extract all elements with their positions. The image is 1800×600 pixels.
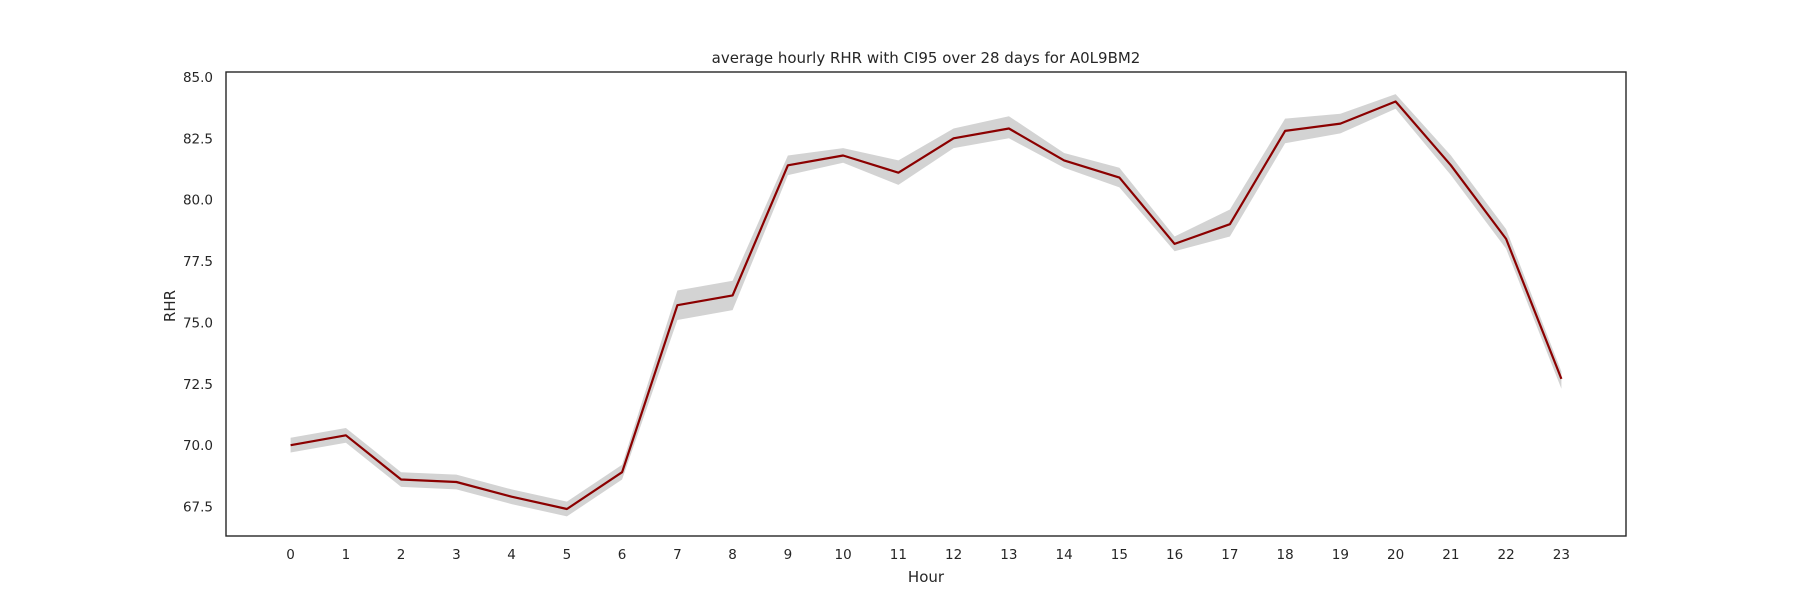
x-tick-label: 23 (1553, 547, 1570, 563)
rhr-mean-line (290, 100, 1563, 511)
x-tick-label: 22 (1498, 547, 1515, 563)
x-tick-label: 11 (890, 547, 907, 563)
x-tick-label: 18 (1277, 547, 1294, 563)
x-tick-label: 13 (1000, 547, 1017, 563)
x-tick-label: 4 (507, 547, 516, 563)
x-tick-labels: 0 1 2 3 4 5 6 7 8 9 10 11 12 13 14 15 16 17 18 19 20 21 22 23 (286, 547, 1570, 563)
ci95-band (290, 94, 1562, 517)
chart-title: average hourly RHR with CI95 over 28 day… (712, 49, 1141, 67)
y-tick-label: 85.0 (183, 70, 213, 86)
x-tick-label: 7 (673, 547, 682, 563)
x-tick-label: 8 (728, 547, 737, 563)
x-tick-label: 19 (1332, 547, 1349, 563)
x-tick-label: 21 (1442, 547, 1459, 563)
x-tick-label: 9 (784, 547, 793, 563)
x-tick-label: 2 (397, 547, 406, 563)
x-tick-label: 12 (945, 547, 962, 563)
x-tick-label: 20 (1387, 547, 1404, 563)
x-tick-label: 10 (835, 547, 852, 563)
y-tick-label: 70.0 (183, 438, 213, 454)
x-tick-label: 14 (1056, 547, 1073, 563)
y-tick-label: 77.5 (183, 254, 213, 270)
x-tick-label: 15 (1111, 547, 1128, 563)
ci-band-layer (290, 94, 1562, 517)
y-axis-label: RHR (161, 290, 179, 322)
x-tick-label: 6 (618, 547, 627, 563)
x-tick-label: 17 (1221, 547, 1238, 563)
plot-frame (225, 71, 1627, 537)
x-tick-label: 5 (563, 547, 572, 563)
y-tick-label: 72.5 (183, 377, 213, 393)
y-tick-label: 75.0 (183, 315, 213, 331)
x-tick-label: 3 (452, 547, 461, 563)
x-axis-label: Hour (908, 568, 945, 586)
x-tick-label: 1 (342, 547, 351, 563)
y-tick-label: 80.0 (183, 193, 213, 209)
y-tick-label: 67.5 (183, 500, 213, 516)
y-tick-labels: 67.5 70.0 72.5 75.0 77.5 80.0 82.5 85.0 (183, 70, 213, 516)
line-layer (290, 100, 1563, 511)
x-tick-label: 0 (286, 547, 295, 563)
y-tick-label: 82.5 (183, 131, 213, 147)
x-tick-label: 16 (1166, 547, 1183, 563)
